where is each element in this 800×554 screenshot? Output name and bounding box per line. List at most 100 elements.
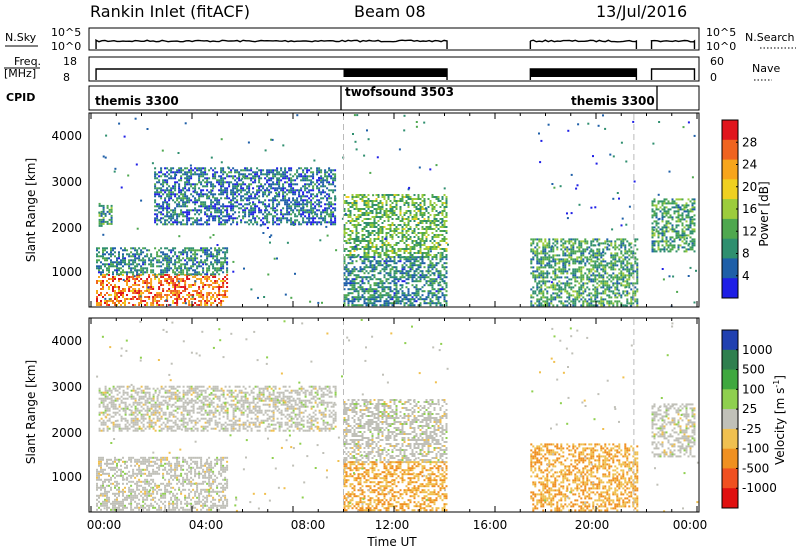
heat-cell	[154, 175, 157, 178]
heat-cell	[437, 292, 440, 295]
heat-cell	[377, 212, 380, 214]
heat-cell	[359, 266, 362, 269]
heat-cell	[108, 274, 110, 276]
heat-cell	[367, 298, 370, 301]
heat-cell	[425, 230, 428, 232]
heat-cell	[232, 189, 235, 192]
heat-cell	[96, 253, 98, 256]
heat-cell	[375, 300, 378, 303]
heat-cell	[114, 302, 116, 304]
heat-cell	[389, 204, 392, 206]
heat-cell	[102, 251, 104, 254]
heat-cell	[343, 278, 346, 281]
heat-cell	[160, 191, 163, 194]
heat-cell	[570, 294, 573, 297]
heat-cell	[102, 257, 104, 260]
heat-cell	[218, 203, 221, 206]
heat-cell	[232, 203, 235, 206]
heat-cell	[405, 250, 408, 252]
heat-cell	[371, 266, 374, 269]
heat-cell	[256, 197, 259, 200]
heat-cell	[604, 260, 607, 263]
heat-cell	[130, 263, 133, 266]
heat-cell	[226, 187, 229, 190]
heat-cell	[393, 224, 396, 226]
heat-cell	[439, 290, 442, 293]
heat-cell	[359, 284, 362, 287]
heat-cell	[594, 244, 597, 247]
heat-cell	[196, 304, 199, 306]
heat-cell	[272, 169, 275, 172]
heat-cell	[411, 266, 414, 269]
heat-cell	[136, 251, 139, 254]
heat-cell	[156, 181, 159, 184]
heat-cell	[186, 213, 189, 216]
heat-cell	[431, 272, 434, 275]
heat-cell	[206, 215, 209, 218]
heat-cell	[96, 296, 98, 298]
heat-cell	[204, 193, 207, 196]
heat-cell	[296, 215, 299, 218]
heat-cell	[383, 300, 386, 303]
heat-cell	[170, 276, 173, 278]
heat-cell	[96, 261, 98, 264]
heat-cell	[212, 271, 215, 274]
heat-cell	[389, 210, 392, 212]
heat-cell	[324, 217, 327, 220]
heat-cell	[192, 294, 195, 296]
heat-cell	[218, 181, 221, 184]
heat-cell	[160, 296, 163, 298]
heat-cell	[419, 278, 422, 281]
heat-cell	[132, 278, 135, 280]
heat-cell	[218, 286, 221, 288]
heat-cell	[214, 199, 217, 202]
heat-cell	[435, 280, 438, 283]
heat-cell	[540, 240, 543, 243]
heat-cell	[604, 268, 607, 271]
heat-cell	[280, 169, 283, 172]
heat-cell	[268, 203, 271, 206]
heat-cell	[443, 194, 446, 196]
heat-cell	[160, 261, 163, 264]
heat-cell	[423, 232, 426, 234]
heat-cell	[322, 177, 325, 180]
heat-cell	[126, 284, 128, 286]
heat-cell	[154, 173, 157, 176]
heat-cell	[542, 258, 545, 261]
heat-cell	[542, 282, 545, 285]
heat-cell	[212, 193, 215, 196]
heat-cell	[568, 292, 571, 295]
heat-cell	[373, 264, 376, 267]
heat-cell	[393, 206, 396, 208]
heat-cell	[421, 216, 424, 218]
heat-cell	[164, 179, 167, 182]
heat-cell	[326, 211, 329, 214]
heat-cell	[592, 238, 595, 241]
heat-cell	[389, 236, 392, 238]
heat-cell	[445, 230, 448, 232]
heat-cell	[443, 288, 446, 291]
heat-cell	[154, 298, 157, 300]
heat-cell	[216, 203, 219, 206]
heat-cell	[383, 214, 386, 216]
heat-cell	[588, 302, 591, 305]
heat-cell	[570, 300, 573, 303]
heat-cell	[236, 183, 239, 186]
heat-cell	[602, 302, 605, 305]
heat-cell	[379, 286, 382, 289]
heat-cell	[164, 247, 167, 250]
heat-cell	[389, 274, 392, 277]
heat-cell	[592, 266, 595, 269]
heat-cell	[330, 221, 333, 224]
heat-cell	[363, 258, 366, 261]
heat-cell	[421, 286, 424, 289]
heat-cell	[106, 304, 108, 306]
heat-cell	[564, 304, 567, 307]
heat-cell	[602, 248, 605, 251]
heat-cell	[369, 302, 372, 305]
heat-cell	[296, 219, 299, 222]
heat-cell	[604, 266, 607, 269]
heat-cell	[206, 257, 209, 260]
heat-cell	[132, 290, 135, 292]
heat-cell	[150, 284, 153, 286]
